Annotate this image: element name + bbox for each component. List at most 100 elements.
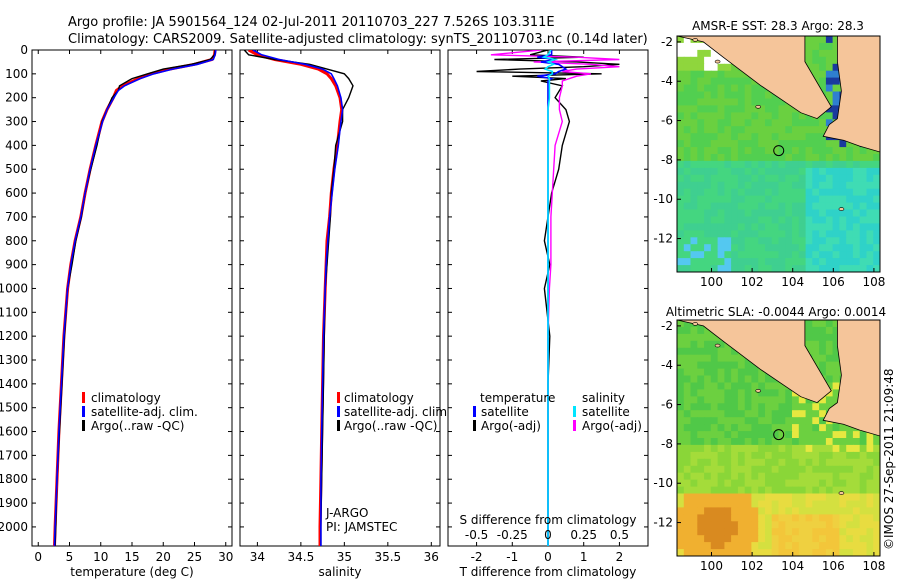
map-cell — [758, 438, 766, 446]
map-cell — [792, 444, 800, 453]
map-cell — [704, 333, 712, 342]
map-cell — [805, 49, 813, 58]
map-cell — [737, 500, 746, 508]
map-cell — [737, 188, 746, 197]
map-cell — [724, 368, 732, 377]
map-cell — [825, 77, 834, 86]
map-cell — [765, 417, 773, 425]
map-cell — [677, 181, 685, 190]
map-cell — [765, 230, 773, 238]
map-cell — [758, 382, 766, 390]
map-cell — [778, 389, 786, 397]
map-cell — [825, 514, 834, 522]
map-cell — [677, 500, 685, 508]
map-cell — [819, 154, 827, 162]
map-cell — [846, 188, 854, 197]
map-cell — [805, 417, 813, 425]
x-tick-label: 2 — [616, 550, 624, 564]
map-cell — [683, 147, 692, 155]
map-cell — [846, 174, 854, 183]
map-cell — [765, 223, 773, 231]
map-cell — [683, 361, 692, 370]
map-cell — [771, 396, 780, 404]
map-cell — [866, 244, 874, 252]
map-cell — [798, 451, 807, 460]
map-cell — [832, 507, 840, 515]
x-tick-label: 25 — [187, 550, 202, 564]
map-cell — [704, 500, 712, 508]
map-cell — [825, 542, 834, 550]
map-cell — [805, 542, 813, 550]
map-cell — [717, 382, 725, 390]
map-cell — [737, 140, 746, 148]
map-cell — [819, 417, 827, 425]
map-cell — [852, 209, 861, 217]
map-cell — [805, 126, 813, 134]
map-cell — [785, 458, 793, 467]
sla-map-axes: 100 102 104 106 108-2-4-6-8-10-12 — [653, 319, 885, 573]
depth-tick-label: 0 — [20, 43, 28, 57]
map-cell — [812, 181, 820, 190]
map-cell — [751, 535, 759, 543]
map-cell — [710, 105, 719, 113]
map-cell — [737, 479, 746, 488]
temperature-panel: 0100200300400500600700800900100011001200… — [0, 43, 233, 579]
map-cell — [805, 451, 813, 460]
map-cell — [690, 521, 698, 529]
map-cell — [677, 230, 685, 238]
map-cell — [758, 410, 766, 418]
map-cell — [839, 140, 847, 148]
map-cell — [710, 223, 719, 231]
map-cell — [866, 500, 874, 508]
map-cell — [873, 209, 880, 217]
map-cell — [731, 465, 739, 474]
legend-label-sat: satellite-adj. clim. — [91, 405, 198, 419]
map-cell — [677, 396, 685, 404]
map-cell — [731, 181, 739, 190]
map-cell — [744, 535, 753, 543]
map-cell — [751, 167, 759, 176]
map-cell — [697, 98, 705, 106]
map-cell — [710, 258, 719, 266]
map-cell — [683, 167, 692, 176]
map-cell — [704, 542, 712, 550]
map-cell — [751, 195, 759, 204]
map-cell — [704, 209, 712, 217]
map-cell — [724, 354, 732, 363]
map-cell — [690, 112, 698, 120]
map-cell — [737, 265, 746, 272]
map-cell — [785, 417, 793, 425]
map-cell — [744, 479, 753, 488]
map-cell — [683, 195, 692, 204]
lon-tick-label: 100 — [700, 275, 723, 289]
map-cell — [683, 354, 692, 363]
map-cell — [819, 195, 827, 204]
map-cell — [798, 112, 807, 120]
map-cell — [859, 486, 868, 495]
map-cell — [859, 258, 868, 266]
map-cell — [717, 147, 725, 155]
map-cell — [771, 472, 780, 481]
s-tick-label: 0.25 — [570, 528, 597, 542]
map-cell — [677, 451, 685, 460]
map-cell — [846, 230, 854, 238]
map-cell — [731, 84, 739, 93]
map-cell — [785, 451, 793, 460]
map-cell — [785, 424, 793, 432]
map-cell — [697, 209, 705, 217]
map-cell — [737, 368, 746, 377]
map-cell — [765, 147, 773, 155]
map-cell — [778, 154, 786, 162]
map-cell — [677, 140, 685, 148]
map-cell — [771, 126, 780, 134]
temperature-legend: climatology satellite-adj. clim. Argo(..… — [82, 391, 198, 433]
map-cell — [832, 382, 840, 390]
map-cell — [765, 431, 773, 439]
map-cell — [765, 91, 773, 99]
map-cell — [771, 549, 780, 556]
map-cell — [825, 326, 834, 335]
map-cell — [690, 542, 698, 550]
map-cell — [819, 223, 827, 231]
map-cell — [798, 160, 807, 169]
map-cell — [677, 438, 685, 446]
